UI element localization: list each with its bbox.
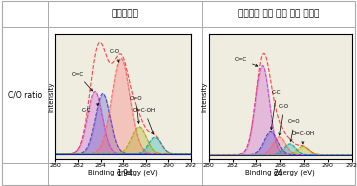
X-axis label: Binding energy (eV): Binding energy (eV) (88, 170, 158, 176)
Text: 24: 24 (274, 169, 283, 178)
Text: C=O: C=O (288, 119, 301, 141)
Text: 산화그래핑: 산화그래핑 (111, 9, 139, 18)
X-axis label: Binding energy (eV): Binding energy (eV) (245, 170, 315, 176)
Y-axis label: Intensity: Intensity (48, 81, 54, 112)
Text: C=C: C=C (235, 57, 258, 66)
Text: 1.94: 1.94 (116, 169, 134, 178)
Text: C=C: C=C (72, 72, 92, 91)
Text: C-C: C-C (82, 104, 99, 113)
Text: O=C-OH: O=C-OH (291, 131, 315, 144)
Text: C-C: C-C (271, 90, 281, 130)
Text: O=C-OH: O=C-OH (133, 108, 156, 134)
Text: C-O: C-O (110, 49, 120, 62)
Text: C/O ratio: C/O ratio (8, 90, 42, 99)
Text: C-O: C-O (279, 104, 289, 135)
Text: C=O: C=O (129, 96, 142, 123)
Text: 플래시광 조사 결함 치유 그래핑: 플래시광 조사 결함 치유 그래핑 (238, 9, 319, 18)
Y-axis label: Intensity: Intensity (201, 81, 207, 112)
